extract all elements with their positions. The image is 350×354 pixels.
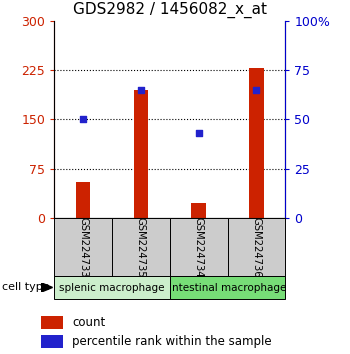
Bar [54, 218, 112, 276]
Point [80, 116, 86, 122]
Bar [249, 68, 264, 218]
Bar [41, 335, 63, 348]
Text: GSM224735: GSM224735 [136, 217, 146, 277]
Point [253, 87, 259, 93]
Text: intestinal macrophage: intestinal macrophage [169, 282, 286, 293]
Bar [134, 90, 148, 218]
Point [196, 130, 202, 136]
Point [138, 87, 144, 93]
Title: GDS2982 / 1456082_x_at: GDS2982 / 1456082_x_at [73, 2, 267, 18]
Bar [170, 276, 285, 299]
Bar [112, 218, 170, 276]
Bar [170, 218, 228, 276]
Bar [54, 276, 170, 299]
Text: cell type: cell type [2, 282, 49, 292]
Text: GSM224733: GSM224733 [78, 217, 88, 277]
Bar [76, 182, 90, 218]
Text: GSM224736: GSM224736 [251, 217, 261, 277]
Text: splenic macrophage: splenic macrophage [59, 282, 165, 293]
Polygon shape [41, 283, 52, 292]
Bar [228, 218, 285, 276]
Text: percentile rank within the sample: percentile rank within the sample [72, 335, 272, 348]
Text: GSM224734: GSM224734 [194, 217, 204, 277]
Bar [41, 316, 63, 329]
Bar [191, 203, 206, 218]
Text: count: count [72, 316, 105, 329]
